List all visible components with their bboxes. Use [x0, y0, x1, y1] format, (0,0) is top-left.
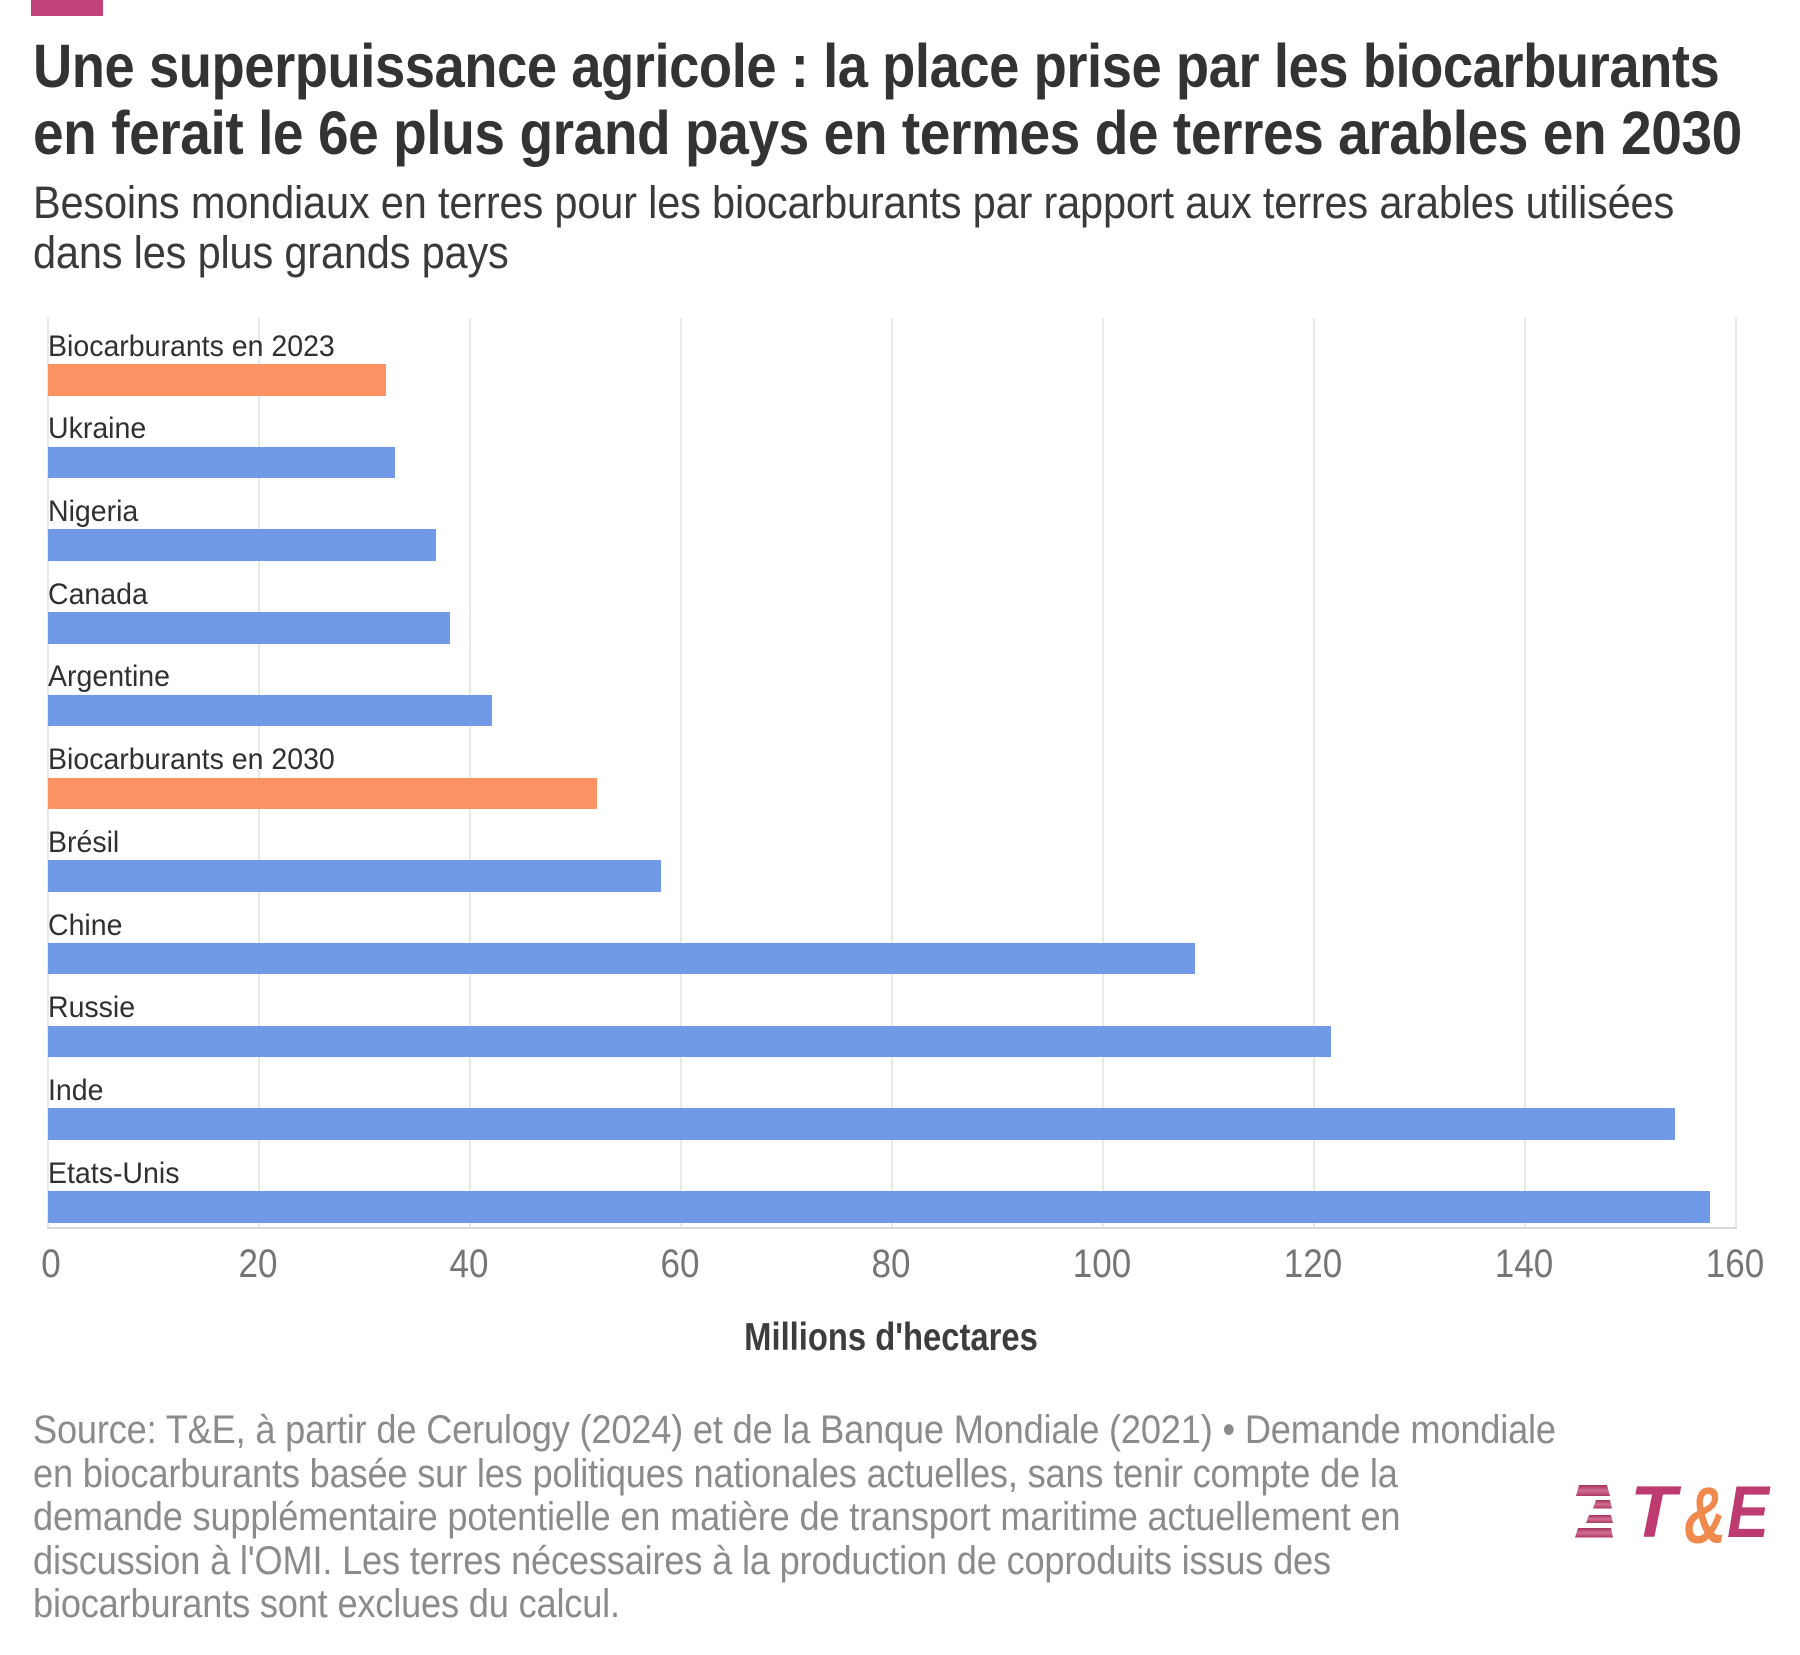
- svg-text:T: T: [1630, 1478, 1682, 1553]
- svg-text:&: &: [1684, 1478, 1726, 1553]
- svg-text:E: E: [1727, 1478, 1771, 1553]
